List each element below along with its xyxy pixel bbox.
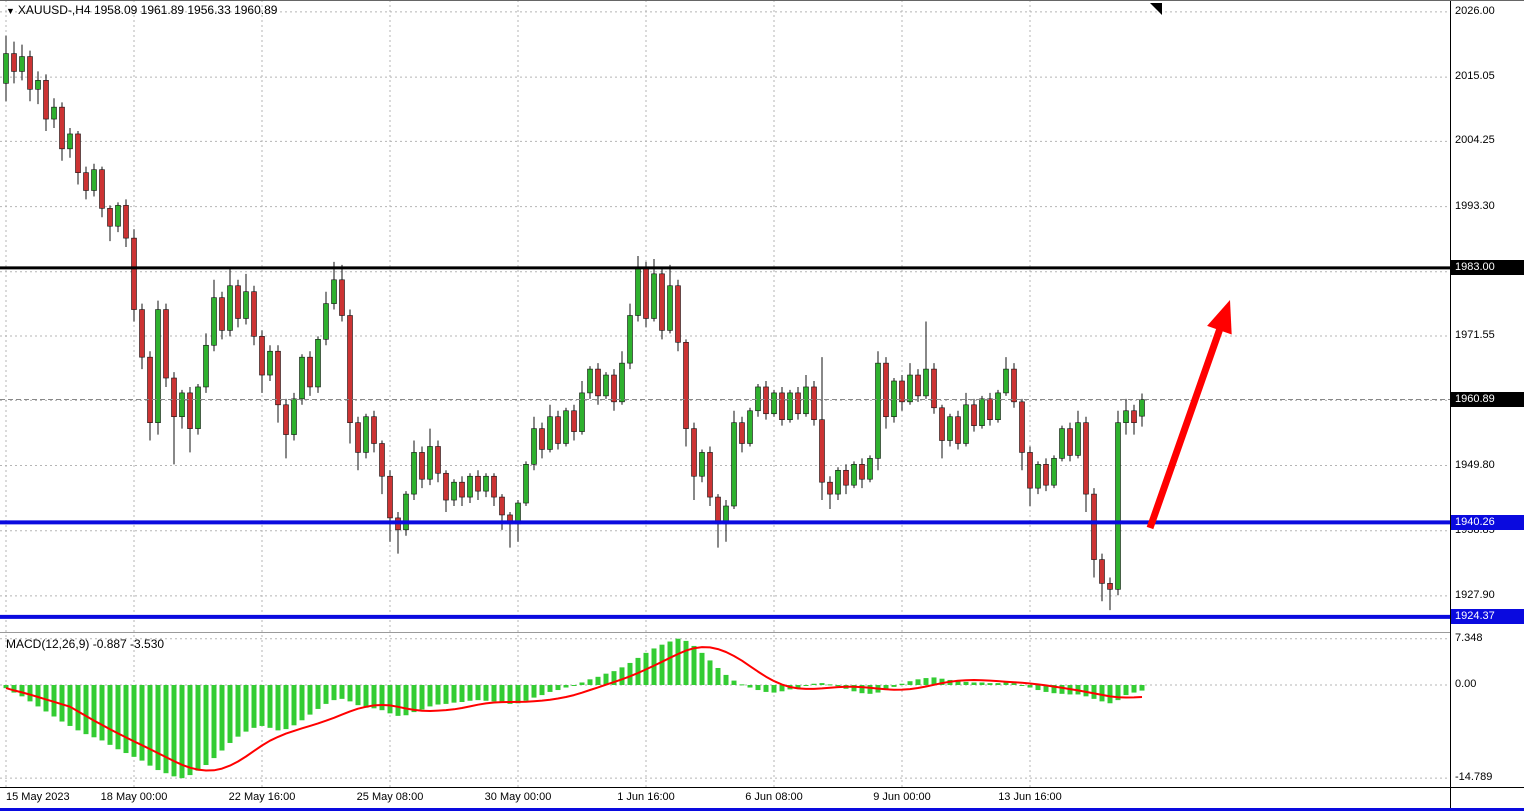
symbol-marker-icon: ▼ — [6, 6, 15, 16]
projection-arrow-head[interactable] — [1207, 300, 1232, 335]
symbol-info: ▼ XAUUSD-,H4 1958.09 1961.89 1956.33 1960… — [6, 3, 277, 17]
scroll-end-marker-icon[interactable] — [1150, 3, 1162, 15]
window-bottom-edge — [0, 808, 1524, 811]
symbol-ohlc-values: 1958.09 1961.89 1956.33 1960.89 — [93, 3, 278, 17]
macd-indicator-label: MACD(12,26,9) -0.887 -3.530 — [6, 637, 165, 651]
projection-arrow[interactable] — [1146, 325, 1225, 530]
symbol-title: XAUUSD-,H4 — [17, 3, 91, 17]
